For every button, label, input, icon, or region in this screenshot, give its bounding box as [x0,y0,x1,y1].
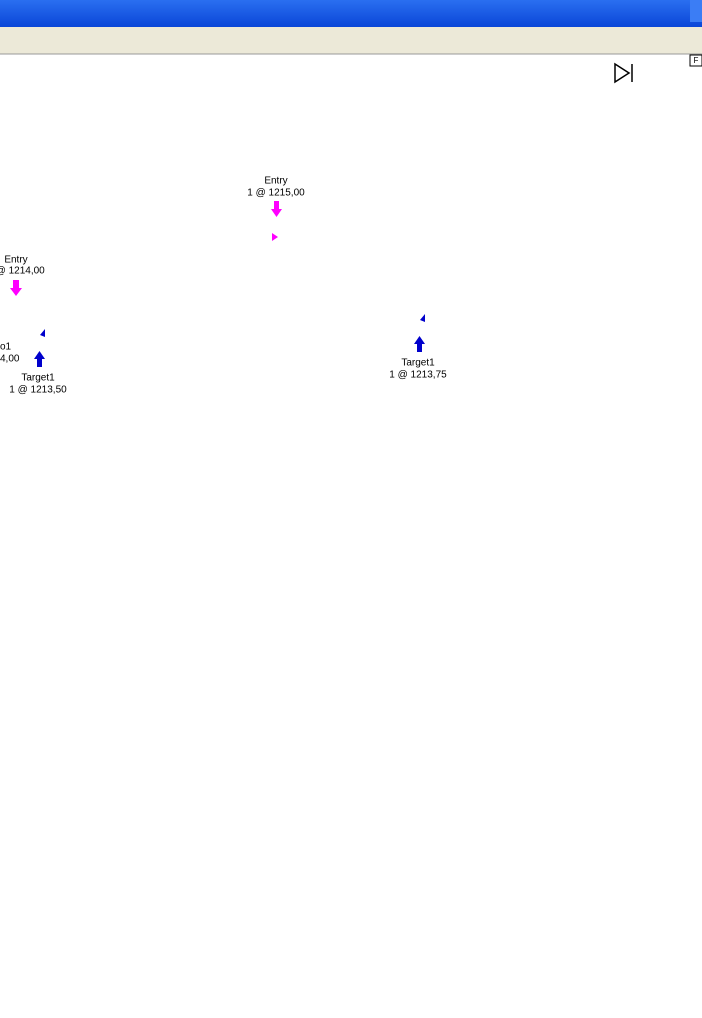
entry-arrow [271,201,282,217]
annotation: 1 @ 1213,50 [9,385,67,396]
annotation: 1 @ 1214,00 [0,266,45,277]
annotation: 1 @ 1215,00 [247,188,305,199]
entry-arrow [10,280,22,296]
target-arrow [414,336,425,352]
target-fill-marker [40,329,45,337]
play-end-button[interactable] [614,62,633,84]
annotation: Target1 [21,373,55,384]
window-button[interactable] [690,0,702,22]
annotation: o1 [0,342,12,353]
annotation: 1 @ 1213,75 [389,370,447,381]
entry-fill-marker [272,233,278,241]
f-button[interactable] [689,54,702,67]
annotations: Entry 1 @ 1214,00 o1 4,00 Target1 1 @ 12… [0,176,447,396]
target-fill-marker [420,314,425,322]
toolbar [0,27,702,54]
target-arrow [34,351,45,367]
trade-markers [10,201,425,367]
annotation: Entry [4,255,27,266]
annotation: Entry [264,176,287,187]
f-label: F [694,56,699,65]
title-bar [0,0,702,27]
play-icon [614,62,631,84]
annotation: 4,00 [0,354,20,365]
annotation: Target1 [401,358,435,369]
